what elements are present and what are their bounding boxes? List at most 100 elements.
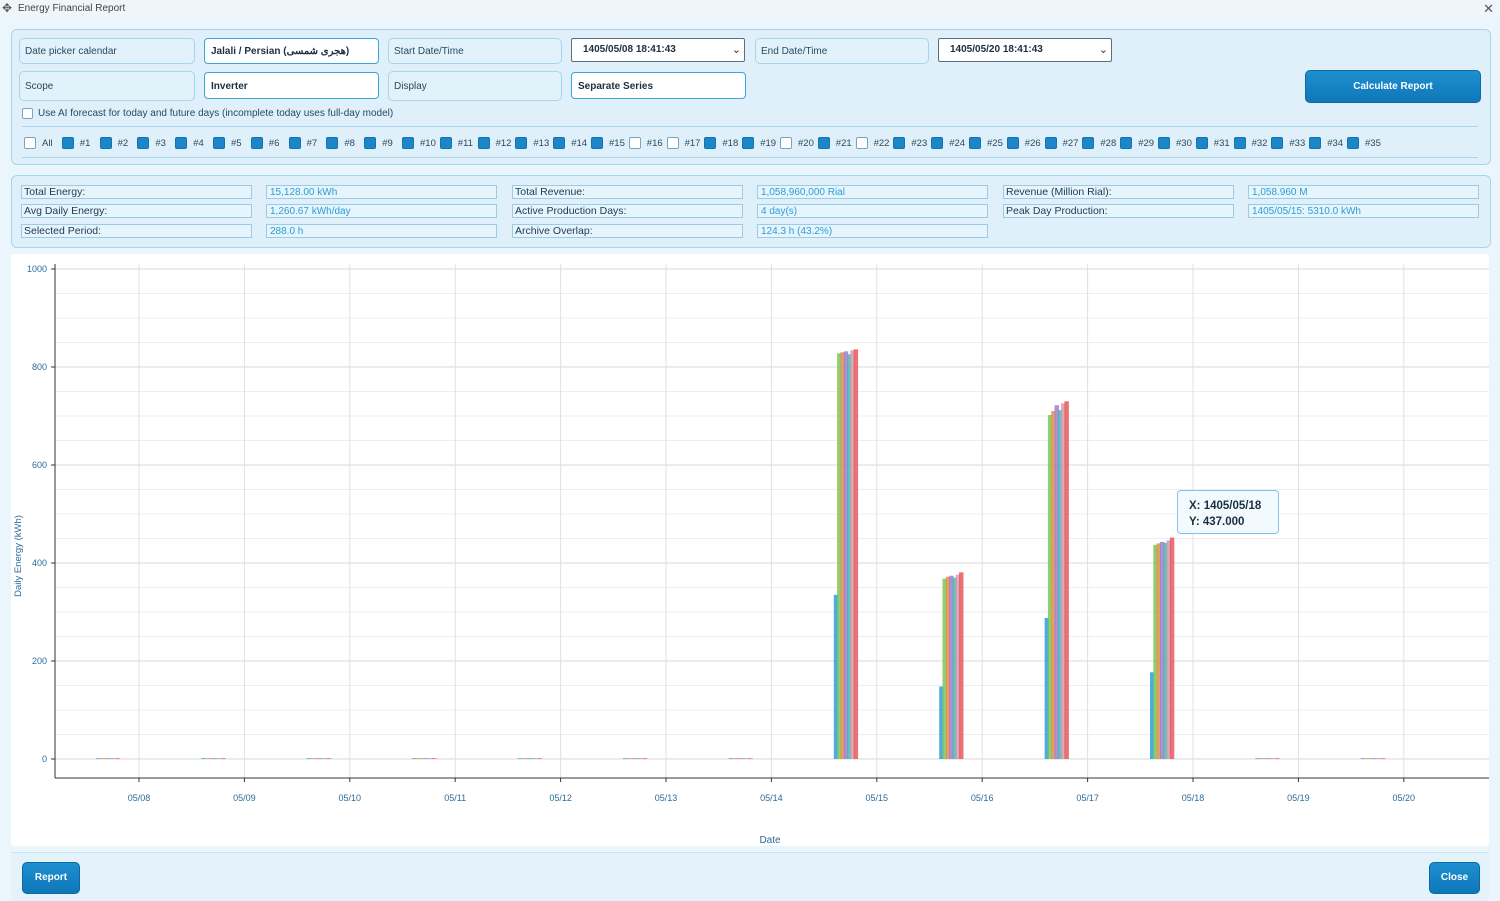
unit-checkbox-15[interactable]: #15	[591, 136, 625, 150]
unit-checkbox-32[interactable]: #32	[1233, 136, 1267, 150]
chevron-down-icon[interactable]: ⌄	[1098, 44, 1108, 56]
unit-checkbox-box[interactable]	[780, 137, 792, 149]
unit-checkbox-2[interactable]: #2	[99, 136, 128, 150]
unit-checkbox-box[interactable]	[515, 137, 528, 149]
unit-checkbox-4[interactable]: #4	[175, 136, 204, 150]
unit-checkbox-26[interactable]: #26	[1006, 136, 1041, 150]
chart-canvas[interactable]: 0 200 400 600 800 1000 05/08 05/09 05/10 05/11 05/…	[11, 254, 1489, 846]
unit-checkbox-20[interactable]: #20	[780, 136, 814, 150]
unit-checkbox-box[interactable]	[628, 137, 641, 149]
unit-checkbox-22[interactable]: #22	[855, 136, 889, 150]
unit-checkbox-7[interactable]: #7	[288, 136, 317, 150]
unit-checkbox-box[interactable]	[666, 137, 679, 149]
unit-checkbox-23[interactable]: #23	[893, 136, 927, 150]
unit-checkbox-25[interactable]: #25	[969, 136, 1003, 150]
unit-checkbox-31[interactable]: #31	[1195, 136, 1230, 150]
unit-checkbox-21[interactable]: #21	[817, 136, 852, 150]
unit-checkbox-box[interactable]	[591, 137, 603, 149]
unit-checkbox-box[interactable]	[893, 137, 906, 149]
unit-checkbox-box[interactable]	[477, 137, 490, 149]
report-button[interactable]: Report	[22, 862, 80, 894]
unit-checkbox-box[interactable]	[742, 137, 755, 149]
chart-bar	[109, 758, 114, 759]
unit-checkbox-all[interactable]: All	[24, 136, 53, 150]
unit-checkbox-box[interactable]	[137, 137, 150, 149]
unit-checkbox-box[interactable]	[1347, 137, 1359, 149]
end-datetime-picker[interactable]: 1405/05/20 18:41:43 ⌄	[938, 38, 1112, 62]
scope-select[interactable]: Inverter	[204, 72, 379, 99]
chart-bar	[204, 758, 210, 759]
unit-checkbox-box[interactable]	[1158, 137, 1170, 149]
unit-checkbox-box[interactable]	[1044, 137, 1057, 149]
unit-checkbox-box[interactable]	[1006, 137, 1019, 149]
unit-checkbox-box[interactable]	[553, 137, 566, 149]
unit-checkbox-28[interactable]: #28	[1082, 136, 1116, 150]
unit-checkbox-24[interactable]: #24	[931, 136, 965, 150]
unit-checkbox-box[interactable]	[931, 137, 944, 149]
unit-row-divider-top	[22, 126, 1478, 127]
calculate-report-button[interactable]: Calculate Report	[1305, 70, 1481, 103]
unit-checkbox-box[interactable]	[439, 137, 452, 149]
unit-checkbox-5[interactable]: #5	[213, 136, 242, 150]
unit-checkbox-box[interactable]	[969, 137, 981, 149]
unit-checkbox-box[interactable]	[1271, 137, 1284, 149]
unit-checkbox-17[interactable]: #17	[666, 136, 700, 150]
window-close-icon[interactable]: ✕	[1483, 1, 1494, 16]
daily-energy-chart[interactable]: 0 200 400 600 800 1000 05/08 05/09 05/10 05/11 05/…	[11, 254, 1489, 846]
unit-checkbox-box[interactable]	[704, 137, 717, 149]
chart-bar	[524, 758, 529, 759]
unit-checkbox-box[interactable]	[1309, 137, 1322, 149]
unit-checkbox-box[interactable]	[250, 137, 263, 149]
unit-checkbox-box[interactable]	[1195, 137, 1208, 149]
calendar-select[interactable]: Jalali / Persian (هجری شمسی)	[204, 38, 379, 64]
x-tick-label: 05/13	[655, 793, 678, 803]
unit-checkbox-box[interactable]	[213, 137, 225, 149]
unit-checkbox-18[interactable]: #18	[704, 136, 738, 150]
start-datetime-picker[interactable]: 1405/05/08 18:41:43 ⌄	[571, 38, 745, 62]
unit-checkbox-1[interactable]: #1	[61, 136, 90, 150]
unit-checkbox-11[interactable]: #11	[439, 136, 473, 150]
chart-bar	[1255, 758, 1260, 759]
unit-checkbox-box[interactable]	[24, 137, 36, 149]
chart-bar	[1265, 758, 1270, 759]
unit-checkbox-33[interactable]: #33	[1271, 136, 1305, 150]
unit-checkbox-box[interactable]	[61, 137, 74, 149]
unit-checkbox-box[interactable]	[402, 137, 414, 149]
unit-checkbox-box[interactable]	[855, 137, 868, 149]
unit-checkbox-9[interactable]: #9	[364, 136, 393, 150]
unit-checkbox-3[interactable]: #3	[137, 136, 166, 150]
unit-checkbox-34[interactable]: #34	[1309, 136, 1343, 150]
unit-checkbox-16[interactable]: #16	[628, 136, 663, 150]
unit-checkbox-10[interactable]: #10	[402, 136, 436, 150]
chart-bar	[1061, 403, 1066, 759]
unit-checkbox-19[interactable]: #19	[742, 136, 776, 150]
unit-checkbox-label: #24	[949, 137, 966, 149]
display-select[interactable]: Separate Series	[571, 72, 746, 99]
unit-checkbox-box[interactable]	[1120, 137, 1133, 149]
unit-checkbox-14[interactable]: #14	[553, 136, 587, 150]
unit-checkbox-box[interactable]	[99, 137, 112, 149]
unit-checkbox-6[interactable]: #6	[250, 136, 279, 150]
chart-bar	[211, 758, 216, 759]
unit-checkbox-13[interactable]: #13	[515, 136, 549, 150]
unit-checkbox-label: #8	[344, 137, 355, 149]
chevron-down-icon[interactable]: ⌄	[731, 44, 741, 56]
unit-checkbox-box[interactable]	[175, 137, 188, 149]
unit-checkbox-box[interactable]	[1082, 137, 1095, 149]
unit-checkbox-30[interactable]: #30	[1158, 136, 1192, 150]
unit-checkbox-box[interactable]	[288, 137, 301, 149]
unit-checkbox-box[interactable]	[817, 137, 830, 149]
chart-bar	[1374, 758, 1379, 759]
unit-checkbox-box[interactable]	[364, 137, 377, 149]
chart-bar	[955, 574, 961, 759]
unit-checkbox-35[interactable]: #35	[1347, 136, 1381, 150]
unit-checkbox-8[interactable]: #8	[326, 136, 355, 150]
unit-checkbox-box[interactable]	[326, 137, 339, 149]
unit-checkbox-27[interactable]: #27	[1044, 136, 1078, 150]
unit-checkbox-29[interactable]: #29	[1120, 136, 1154, 150]
close-button[interactable]: Close	[1429, 862, 1480, 894]
ai-forecast-checkbox[interactable]	[22, 108, 33, 119]
unit-checkbox-12[interactable]: #12	[477, 136, 511, 150]
ai-forecast-row[interactable]: Use AI forecast for today and future day…	[22, 108, 393, 119]
unit-checkbox-box[interactable]	[1233, 137, 1246, 149]
